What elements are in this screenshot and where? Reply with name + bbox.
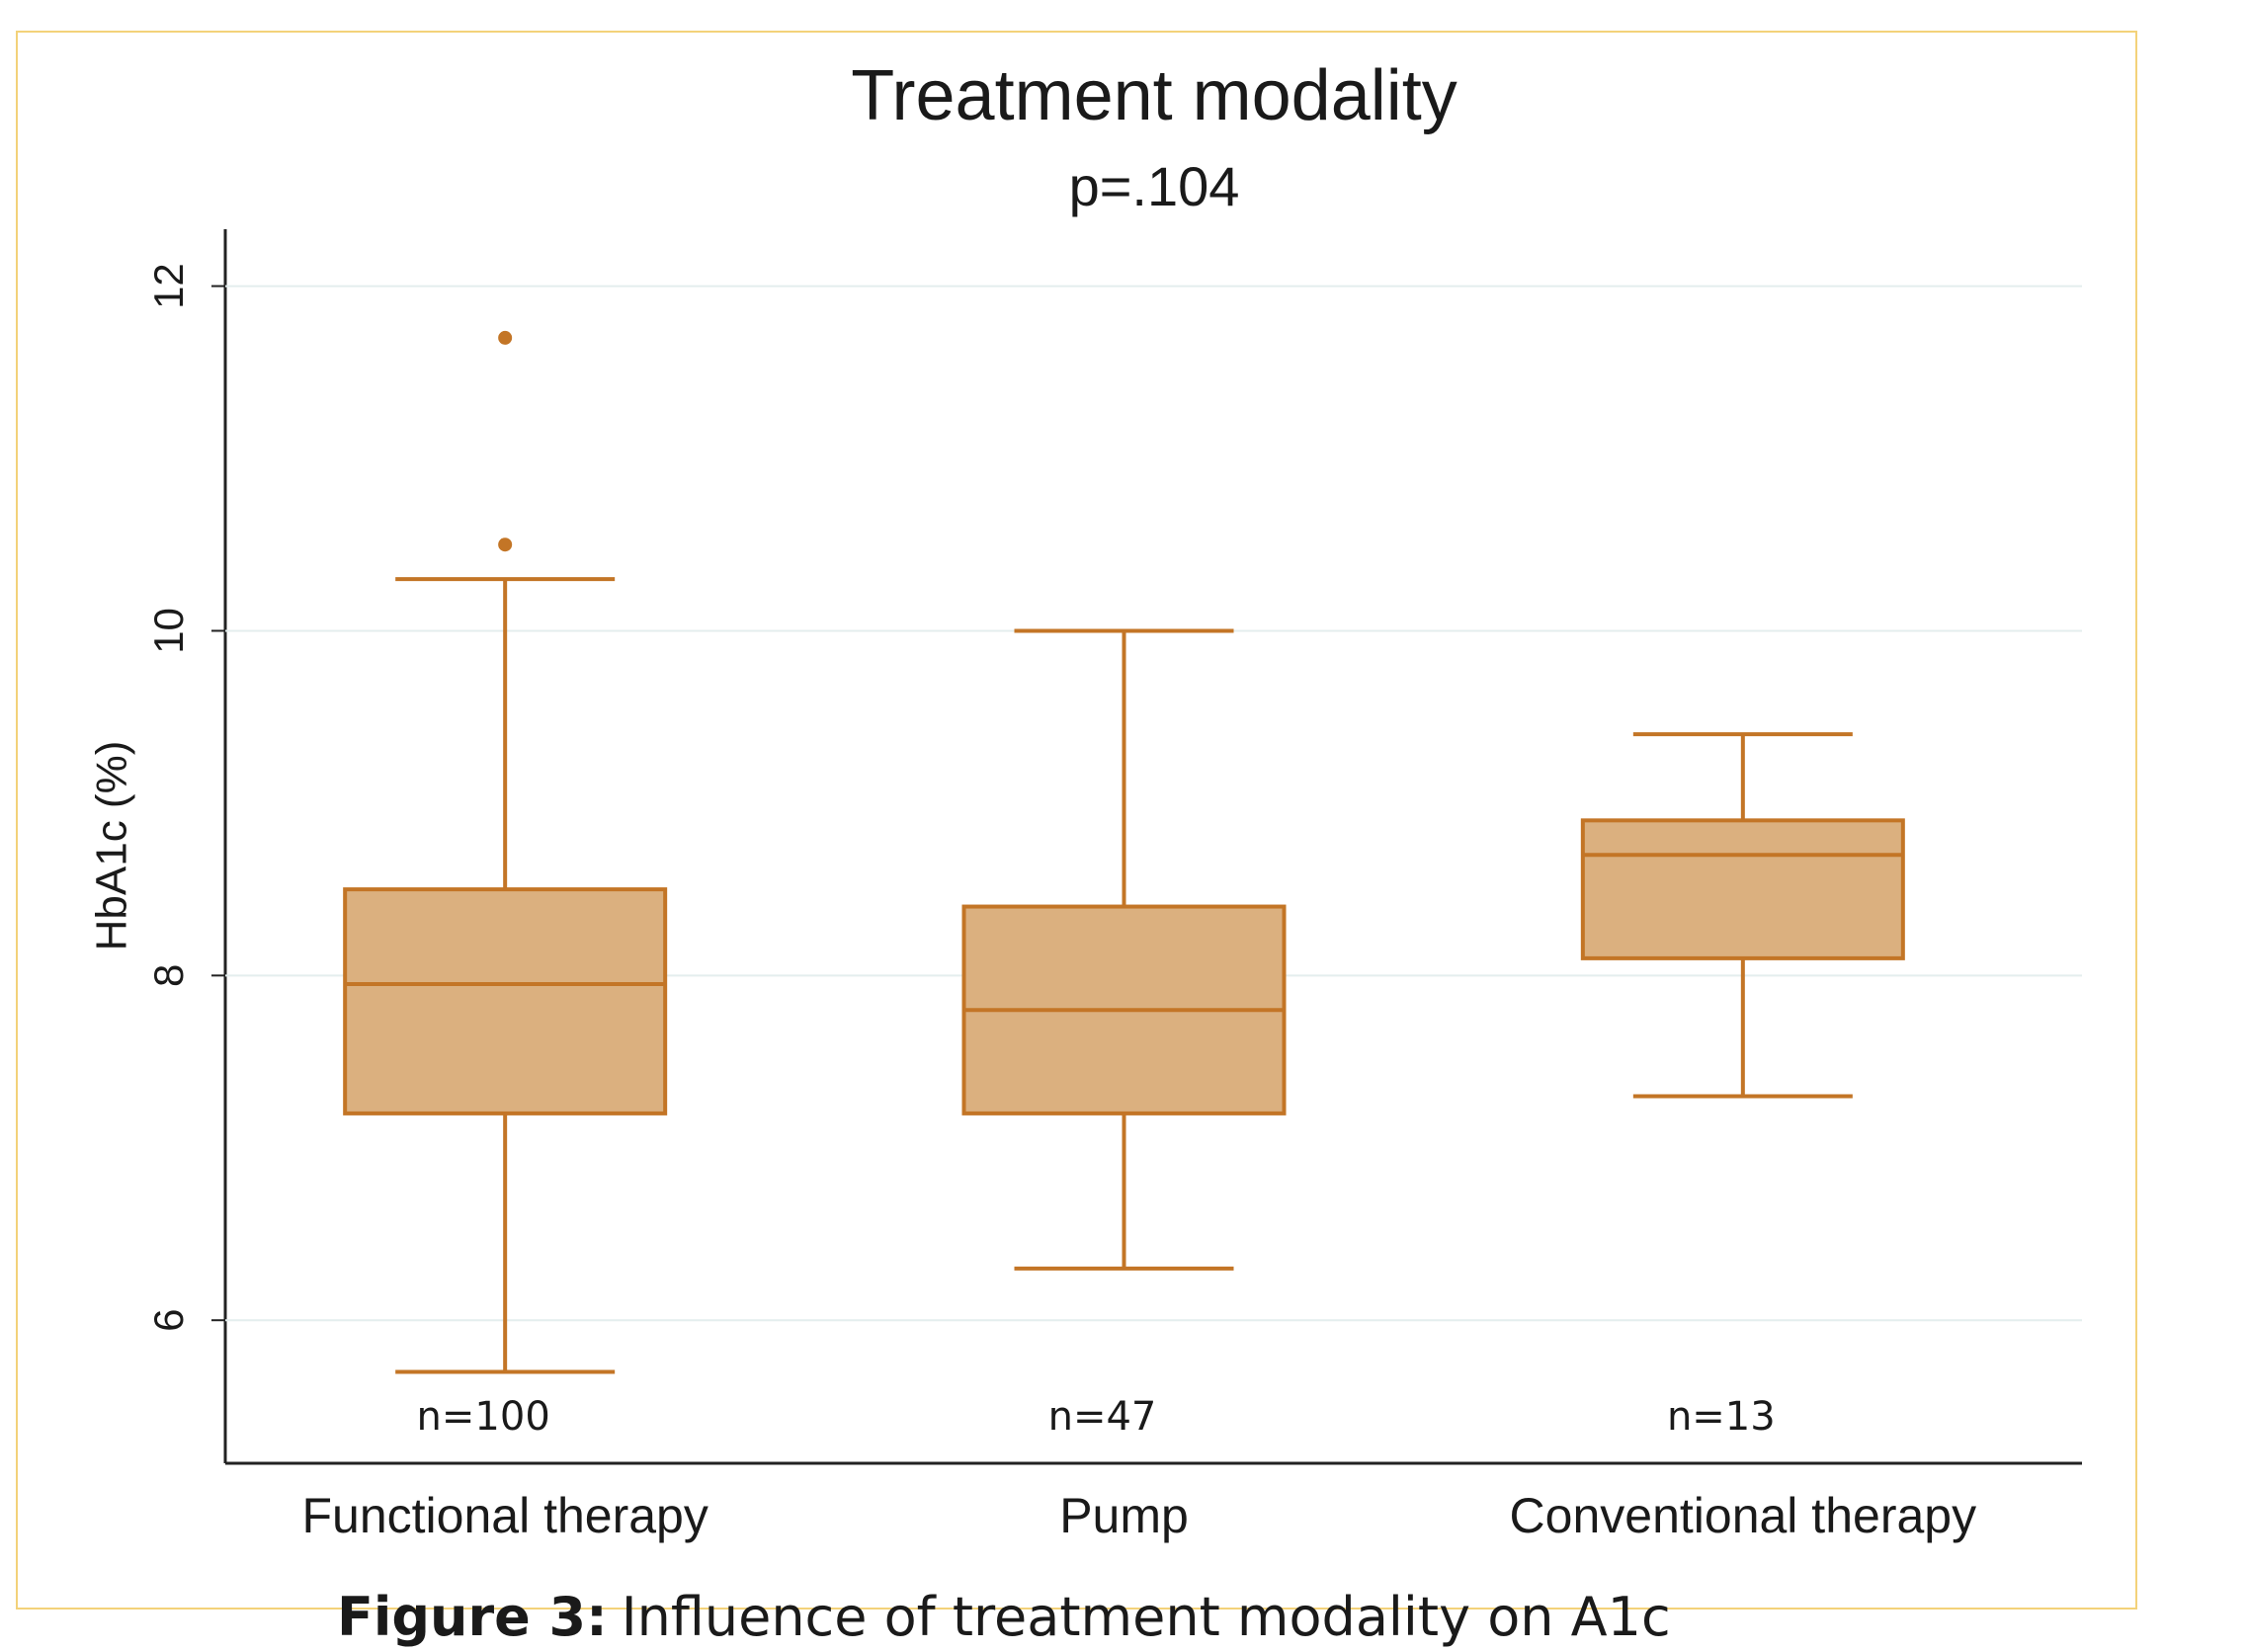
y-axis-label: HbA1c (%) — [88, 741, 136, 951]
frame — [16, 31, 2137, 1610]
annotation: n=100 — [417, 1394, 550, 1440]
chart-title: Treatment modality — [851, 56, 1457, 135]
caption-text: Influence of treatment modality on A1c — [622, 1586, 1671, 1648]
annotation: n=13 — [1667, 1394, 1776, 1440]
annotation: n=47 — [1048, 1394, 1157, 1440]
y-tick-label: 6 — [145, 1309, 192, 1332]
y-tick-label: 8 — [145, 964, 192, 987]
outlier — [498, 330, 513, 345]
caption: Figure 3: Influence of treatment modality… — [337, 1586, 1671, 1648]
y-tick-label: 12 — [145, 263, 192, 309]
caption-label: Figure 3: — [337, 1586, 608, 1648]
x-tick-label: Functional therapy — [301, 1488, 708, 1543]
box — [1580, 818, 1905, 960]
chart-subtitle: p=.104 — [1069, 155, 1240, 217]
outlier — [498, 537, 513, 552]
x-tick-label: Conventional therapy — [1510, 1488, 1977, 1543]
x-tick-label: Pump — [1059, 1488, 1189, 1543]
box — [343, 887, 668, 1115]
y-tick-label: 10 — [145, 608, 192, 654]
